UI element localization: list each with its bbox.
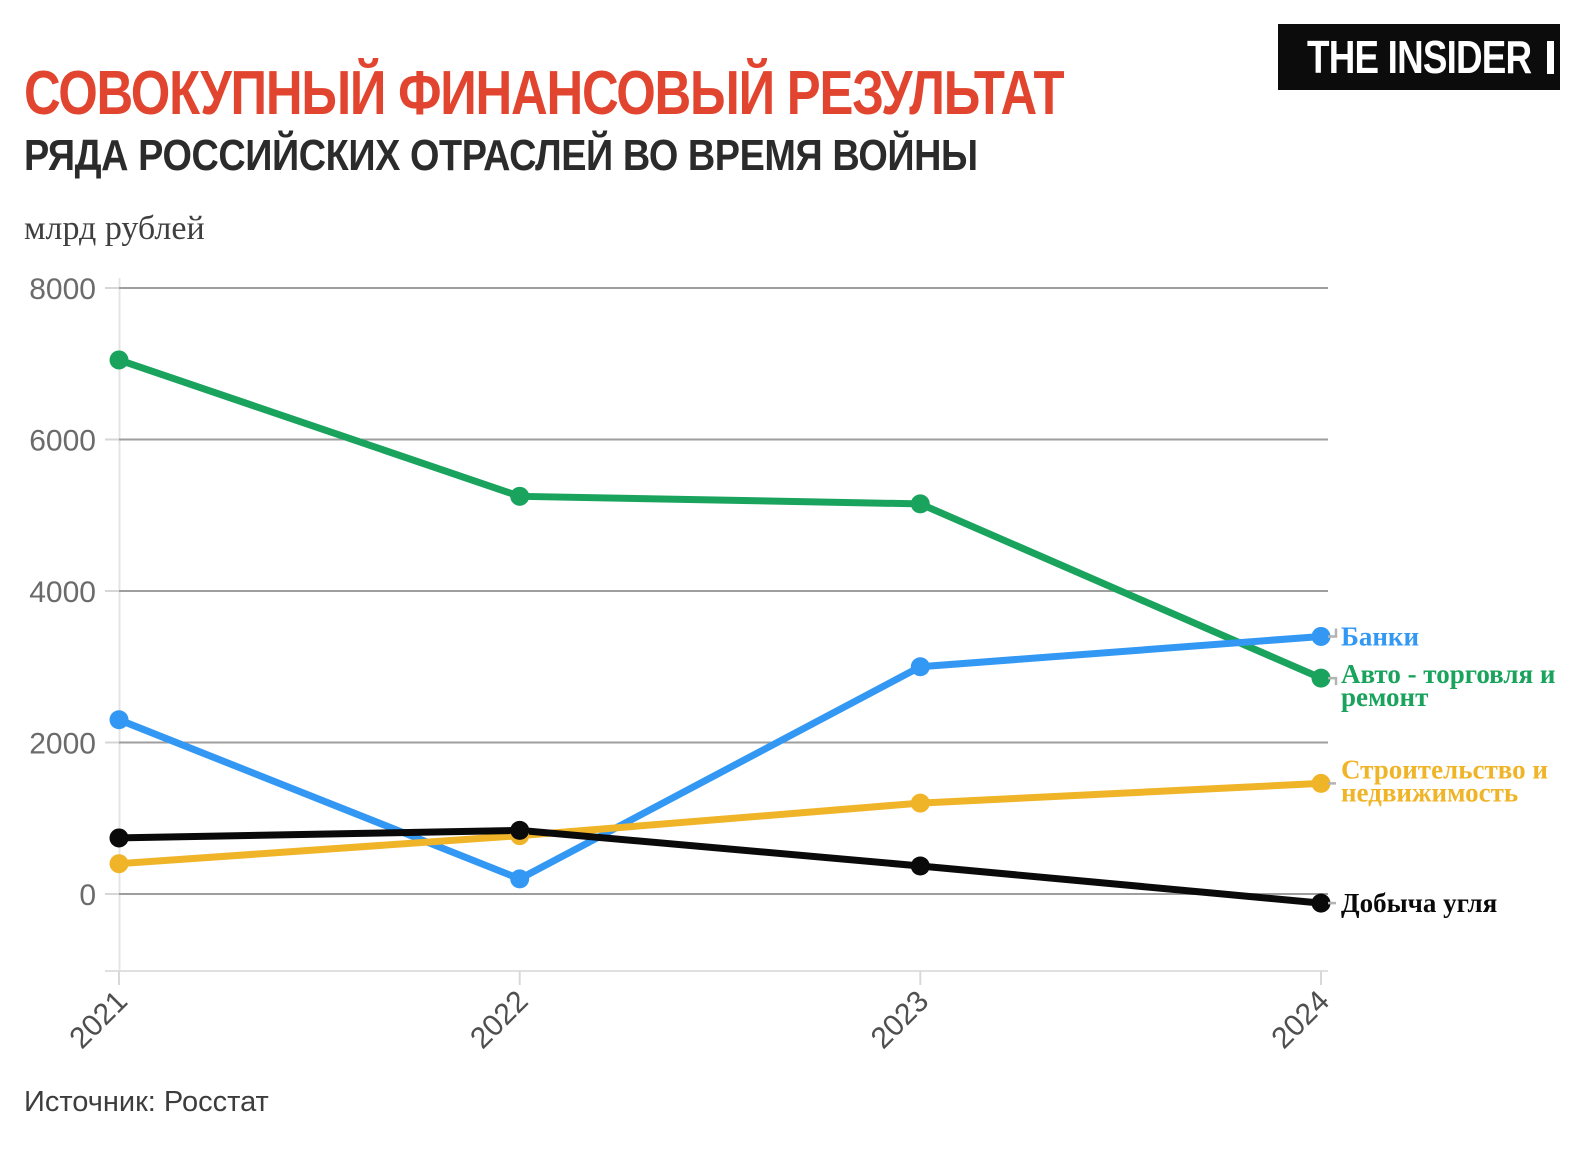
data-point-3-2021 bbox=[109, 828, 129, 848]
data-point-2-2024 bbox=[1311, 773, 1331, 793]
y-axis-title: млрд рублей bbox=[24, 210, 205, 247]
data-point-2-2023 bbox=[910, 793, 930, 813]
data-point-1-2021 bbox=[109, 710, 129, 730]
logo-text: THE INSIDER bbox=[1306, 31, 1532, 83]
series-label-0: ремонт bbox=[1341, 682, 1428, 712]
series-label-2: недвижимость bbox=[1341, 777, 1518, 807]
data-point-1-2024 bbox=[1311, 626, 1331, 646]
y-tick-label: 8000 bbox=[29, 273, 96, 306]
data-point-1-2022 bbox=[510, 869, 530, 889]
series-line-0 bbox=[115, 356, 1325, 682]
x-tick-label: 2022 bbox=[464, 985, 535, 1056]
page-subtitle: РЯДА РОССИЙСКИХ ОТРАСЛЕЙ ВО ВРЕМЯ ВОЙНЫ bbox=[24, 130, 978, 180]
series-label-0: Авто - торговля и bbox=[1341, 659, 1555, 689]
y-tick-label: 0 bbox=[79, 879, 96, 912]
data-point-0-2021 bbox=[109, 350, 129, 370]
x-tick-label: 2024 bbox=[1265, 985, 1336, 1056]
series-label-3: Добыча угля bbox=[1341, 888, 1497, 918]
series-label-2: Строительство и bbox=[1341, 754, 1548, 784]
data-point-3-2023 bbox=[910, 856, 930, 876]
x-tick-label: 2023 bbox=[865, 985, 936, 1056]
x-tick-label: 2021 bbox=[63, 985, 134, 1056]
y-tick-label: 6000 bbox=[29, 425, 96, 458]
data-point-0-2023 bbox=[910, 494, 930, 514]
label-connector bbox=[1328, 676, 1338, 686]
data-point-0-2022 bbox=[510, 486, 530, 506]
the-insider-logo: THE INSIDER bbox=[1278, 24, 1560, 90]
data-point-2-2021 bbox=[109, 854, 129, 874]
data-point-3-2022 bbox=[510, 820, 530, 840]
series-line-1 bbox=[115, 632, 1325, 883]
series-line-3 bbox=[115, 826, 1325, 907]
logo-cursor-bar bbox=[1547, 41, 1554, 74]
data-point-0-2024 bbox=[1311, 668, 1331, 688]
y-tick-label: 2000 bbox=[29, 728, 96, 761]
label-connector bbox=[1328, 628, 1338, 638]
data-point-1-2023 bbox=[910, 657, 930, 677]
y-tick-label: 4000 bbox=[29, 576, 96, 609]
series-line-2 bbox=[115, 779, 1325, 868]
source-note: Источник: Росстат bbox=[24, 1086, 269, 1118]
page-title: СОВОКУПНЫЙ ФИНАНСОВЫЙ РЕЗУЛЬТАТ bbox=[24, 58, 1065, 128]
data-point-3-2024 bbox=[1311, 893, 1331, 913]
series-label-1: Банки bbox=[1341, 621, 1419, 651]
